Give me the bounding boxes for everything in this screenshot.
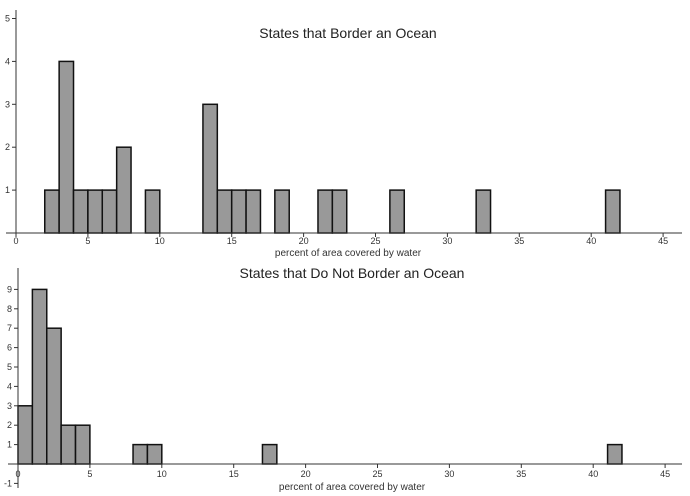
histogram-bar <box>202 103 219 234</box>
x-tick-label: 0 <box>15 469 20 479</box>
histogram-bar <box>87 189 104 234</box>
x-tick-label: 40 <box>586 236 596 246</box>
histogram-bar <box>17 405 34 465</box>
histogram-bar <box>31 288 48 465</box>
x-tick-label: 5 <box>85 236 90 246</box>
histogram-bar <box>331 189 348 234</box>
y-tick-label: 7 <box>7 323 12 333</box>
x-tick-label: 25 <box>370 236 380 246</box>
histogram-bar <box>58 60 75 234</box>
y-tick-label: 5 <box>7 362 12 372</box>
x-tick-label: 20 <box>301 469 311 479</box>
y-tick-label: 4 <box>7 381 12 391</box>
y-tick-label: 5 <box>5 14 10 24</box>
histogram-bar <box>101 189 118 234</box>
histogram-bar <box>44 189 60 234</box>
x-tick-label: 0 <box>13 236 18 246</box>
histogram-bar <box>606 443 623 465</box>
x-tick-label: 10 <box>157 469 167 479</box>
y-tick-label: 2 <box>7 420 12 430</box>
histogram-bar <box>317 189 334 234</box>
histogram-bar <box>475 189 492 234</box>
histogram-bar <box>230 189 247 234</box>
x-tick-label: 5 <box>87 469 92 479</box>
histogram-bar <box>604 189 621 234</box>
histogram-bar <box>72 189 89 234</box>
histogram-bar <box>146 443 163 465</box>
x-tick-label: 20 <box>299 236 309 246</box>
x-tick-label: 35 <box>514 236 524 246</box>
chart-title: States that Border an Ocean <box>259 25 436 41</box>
y-tick-label: 2 <box>5 142 10 152</box>
x-tick-label: 45 <box>660 469 670 479</box>
y-tick-label: 1 <box>5 185 10 195</box>
x-tick-label: 10 <box>155 236 165 246</box>
y-tick-label: -1 <box>4 478 12 488</box>
y-tick-label: 1 <box>7 440 12 450</box>
x-tick-label: 45 <box>658 236 668 246</box>
histogram-bar <box>115 146 132 234</box>
y-tick-label: 6 <box>7 343 12 353</box>
y-tick-label: 8 <box>7 304 12 314</box>
y-tick-label: 9 <box>7 284 12 294</box>
histogram-bar <box>46 327 62 465</box>
x-tick-label: 15 <box>227 236 237 246</box>
y-tick-label: 4 <box>5 56 10 66</box>
histogram-bar <box>132 443 149 465</box>
histogram-bar <box>245 189 262 234</box>
histogram-bar <box>274 189 290 234</box>
histogram-bar <box>144 189 161 234</box>
y-tick-label: 3 <box>5 99 10 109</box>
histogram-bar <box>60 424 77 465</box>
y-tick-label: 3 <box>7 401 12 411</box>
x-tick-label: 15 <box>229 469 239 479</box>
x-axis-label: percent of area covered by water <box>275 248 422 259</box>
x-tick-label: 30 <box>442 236 452 246</box>
chart-title: States that Do Not Border an Ocean <box>240 265 465 281</box>
x-axis-label: percent of area covered by water <box>279 482 426 493</box>
x-tick-label: 35 <box>516 469 526 479</box>
histogram-bar <box>389 189 406 234</box>
x-tick-label: 30 <box>444 469 454 479</box>
x-tick-label: 40 <box>588 469 598 479</box>
histogram-bar <box>74 424 91 465</box>
x-tick-label: 25 <box>372 469 382 479</box>
histogram-bar <box>261 443 278 465</box>
histogram-bar <box>216 189 233 234</box>
